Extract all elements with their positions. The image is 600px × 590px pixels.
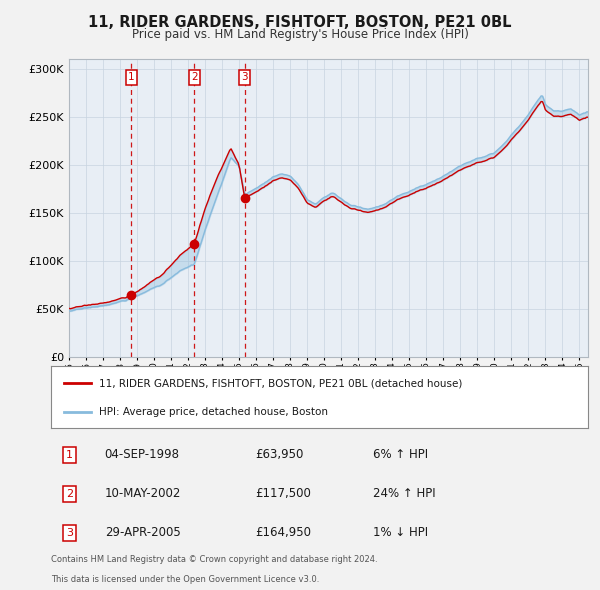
Text: 24% ↑ HPI: 24% ↑ HPI bbox=[373, 487, 436, 500]
Text: 11, RIDER GARDENS, FISHTOFT, BOSTON, PE21 0BL (detached house): 11, RIDER GARDENS, FISHTOFT, BOSTON, PE2… bbox=[100, 378, 463, 388]
Text: HPI: Average price, detached house, Boston: HPI: Average price, detached house, Bost… bbox=[100, 407, 328, 417]
Text: This data is licensed under the Open Government Licence v3.0.: This data is licensed under the Open Gov… bbox=[51, 575, 319, 584]
Text: 2: 2 bbox=[66, 489, 73, 499]
Text: 3: 3 bbox=[241, 73, 248, 83]
Text: 3: 3 bbox=[66, 528, 73, 537]
Text: £117,500: £117,500 bbox=[255, 487, 311, 500]
Text: 1% ↓ HPI: 1% ↓ HPI bbox=[373, 526, 428, 539]
Text: £164,950: £164,950 bbox=[255, 526, 311, 539]
Text: 1: 1 bbox=[128, 73, 135, 83]
Text: 11, RIDER GARDENS, FISHTOFT, BOSTON, PE21 0BL: 11, RIDER GARDENS, FISHTOFT, BOSTON, PE2… bbox=[88, 15, 512, 30]
Text: 10-MAY-2002: 10-MAY-2002 bbox=[105, 487, 181, 500]
Text: 29-APR-2005: 29-APR-2005 bbox=[105, 526, 181, 539]
Text: 04-SEP-1998: 04-SEP-1998 bbox=[105, 448, 180, 461]
Text: 1: 1 bbox=[66, 450, 73, 460]
Text: Contains HM Land Registry data © Crown copyright and database right 2024.: Contains HM Land Registry data © Crown c… bbox=[51, 555, 377, 563]
Text: £63,950: £63,950 bbox=[255, 448, 304, 461]
Text: Price paid vs. HM Land Registry's House Price Index (HPI): Price paid vs. HM Land Registry's House … bbox=[131, 28, 469, 41]
Text: 6% ↑ HPI: 6% ↑ HPI bbox=[373, 448, 428, 461]
Text: 2: 2 bbox=[191, 73, 197, 83]
